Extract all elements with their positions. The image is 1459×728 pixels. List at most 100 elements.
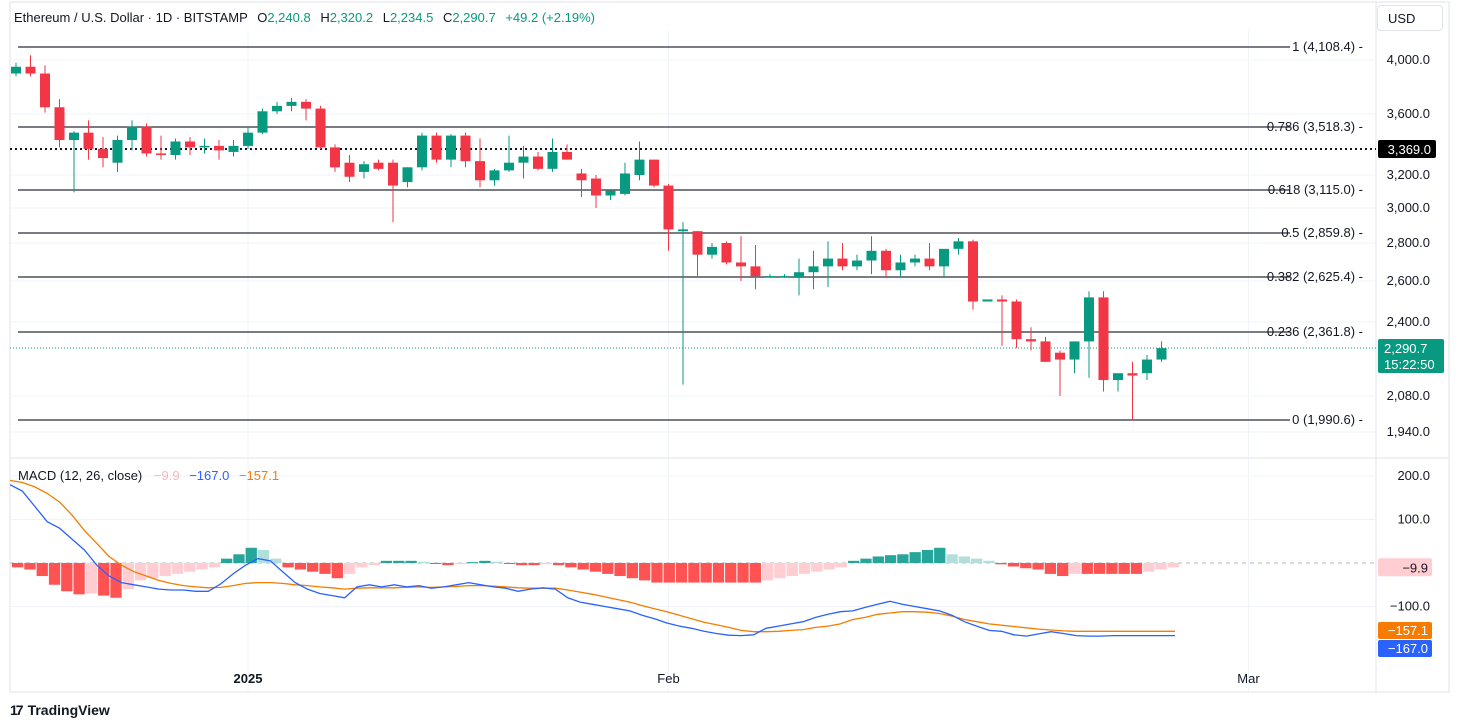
- candle-body: [69, 132, 79, 141]
- macd-signal-tag-value: −157.1: [1388, 623, 1428, 638]
- candle-body: [605, 190, 616, 196]
- candle-body: [199, 145, 210, 148]
- macd-histogram-bar: [663, 563, 675, 583]
- candle-body: [1113, 373, 1123, 381]
- macd-histogram-bar: [884, 555, 897, 563]
- macd-histogram-bar: [639, 563, 651, 581]
- macd-histogram-bar: [811, 563, 823, 572]
- fib-level-label: 0.5 (2,859.8) -: [1281, 225, 1363, 240]
- macd-histogram-bar: [491, 561, 503, 563]
- macd-histogram-bar: [614, 563, 626, 577]
- candle-body: [765, 276, 775, 278]
- macd-histogram-bar: [442, 563, 454, 566]
- candle-body: [141, 126, 152, 154]
- candle-body: [185, 141, 195, 148]
- candle-body: [417, 135, 427, 168]
- fib-level-label: 0.786 (3,518.3) -: [1267, 119, 1363, 134]
- candle-body: [881, 250, 891, 271]
- macd-line-tag: [1378, 640, 1432, 657]
- macd-histogram-bar: [171, 563, 184, 574]
- candle-body: [301, 101, 311, 109]
- candle-body: [1084, 297, 1094, 342]
- macd-histogram-bar: [1118, 563, 1130, 574]
- macd-histogram-bar: [270, 558, 282, 563]
- macd-histogram-bar: [921, 549, 934, 563]
- macd-histogram-bar: [675, 563, 688, 583]
- macd-histogram-bar: [294, 563, 307, 570]
- macd-histogram-bar: [577, 563, 589, 570]
- macd-histogram-bar: [626, 563, 639, 579]
- macd-histogram-bar: [12, 563, 24, 568]
- candle-body: [1026, 339, 1036, 342]
- macd-hist-tag-value: −9.9: [1402, 560, 1428, 575]
- candle-body: [924, 258, 935, 267]
- candle-body: [591, 178, 601, 196]
- macd-histogram-bar: [774, 563, 786, 579]
- macd-histogram-bar: [122, 563, 134, 590]
- macd-histogram-bar: [221, 558, 233, 563]
- macd-histogram-bar: [897, 554, 909, 563]
- candle-body: [518, 156, 529, 163]
- macd-histogram-bar: [1081, 563, 1093, 574]
- macd-histogram-bar: [798, 563, 811, 574]
- candle-body: [446, 135, 456, 160]
- candle-body: [54, 107, 65, 141]
- macd-histogram-bar: [700, 563, 712, 583]
- candle-body: [1142, 359, 1152, 374]
- macd-histogram-bar: [761, 563, 774, 581]
- last-price-value: 2,290.7: [1384, 341, 1427, 356]
- y-tick-label: 2,800.0: [1387, 235, 1430, 250]
- candle-body: [1040, 341, 1051, 362]
- low-value: 2,234.5: [389, 10, 434, 25]
- tradingview-logo-text: TradingView: [27, 702, 110, 718]
- macd-histogram-bar: [958, 556, 970, 563]
- candle-body: [373, 162, 384, 169]
- macd-histogram-bar: [528, 563, 540, 566]
- candle-body: [533, 156, 543, 169]
- macd-histogram-bar: [823, 563, 835, 570]
- candle-body: [1156, 348, 1167, 360]
- candle-body: [649, 159, 659, 186]
- symbol-title[interactable]: Ethereum / U.S. Dollar · 1D · BITSTAMP: [14, 10, 248, 25]
- candle-body: [315, 108, 326, 148]
- macd-histogram-bar: [651, 563, 663, 583]
- currency-button[interactable]: USD: [1377, 5, 1443, 31]
- close-label: C: [442, 10, 453, 25]
- candle-body: [156, 153, 166, 155]
- low-label: L: [382, 10, 390, 25]
- candle-body: [1011, 301, 1022, 340]
- candle-body: [431, 135, 442, 160]
- tradingview-logo[interactable]: 17 TradingView: [10, 702, 110, 718]
- candle-body: [504, 162, 514, 171]
- candle-body: [1069, 341, 1080, 360]
- macd-histogram-bar: [1155, 563, 1167, 570]
- macd-histogram-bar: [1093, 563, 1106, 574]
- macd-histogram-bar: [934, 547, 946, 563]
- macd-histogram-bar: [970, 558, 983, 563]
- macd-title[interactable]: MACD (12, 26, close): [18, 468, 143, 483]
- macd-histogram-bar: [85, 563, 98, 594]
- candle-body: [707, 246, 717, 255]
- candle-body: [562, 151, 572, 160]
- last-price-tag: [1378, 339, 1444, 373]
- macd-histogram-bar: [872, 556, 884, 563]
- macd-histogram-bar: [454, 563, 466, 565]
- macd-histogram-bar: [860, 558, 872, 563]
- y-tick-label: 1,940.0: [1387, 424, 1430, 439]
- macd-histogram-bar: [417, 561, 430, 563]
- macd-histogram-bar: [712, 563, 725, 583]
- macd-histogram-bar: [319, 563, 331, 574]
- tradingview-logo-icon: 17: [10, 702, 24, 718]
- macd-histogram-bar: [356, 563, 368, 568]
- candle-body: [678, 229, 688, 232]
- high-label: H: [320, 10, 330, 25]
- candle-body: [243, 132, 253, 146]
- macd-histogram-bar: [134, 563, 147, 581]
- candle-body: [910, 258, 920, 263]
- candle-body: [982, 299, 993, 302]
- y-tick-label: 3,000.0: [1387, 200, 1430, 215]
- macd-hist-tag: [1378, 558, 1432, 577]
- candle-body: [1055, 352, 1065, 360]
- candle-body: [997, 299, 1007, 302]
